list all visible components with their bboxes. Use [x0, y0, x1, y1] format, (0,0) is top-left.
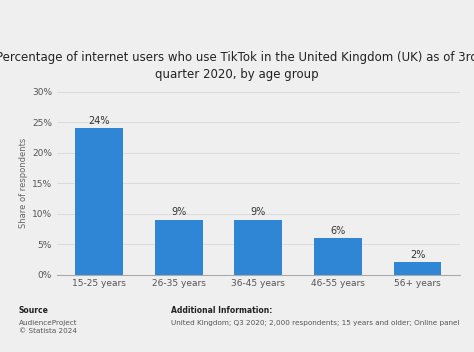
Text: 9%: 9%	[251, 207, 266, 217]
Text: AudienceProject
© Statista 2024: AudienceProject © Statista 2024	[19, 320, 78, 334]
Bar	[314, 238, 362, 275]
Bar	[155, 220, 202, 275]
Text: Percentage of internet users who use TikTok in the United Kingdom (UK) as of 3rd: Percentage of internet users who use Tik…	[0, 51, 474, 81]
Text: 6%: 6%	[330, 226, 346, 235]
Text: 9%: 9%	[171, 207, 186, 217]
Text: United Kingdom; Q3 2020; 2,000 respondents; 15 years and older; Online panel: United Kingdom; Q3 2020; 2,000 responden…	[171, 320, 459, 326]
Text: Source: Source	[19, 306, 49, 315]
Bar	[394, 262, 441, 275]
Text: 2%: 2%	[410, 250, 425, 260]
Y-axis label: Share of respondents: Share of respondents	[19, 138, 27, 228]
Text: 24%: 24%	[88, 116, 110, 126]
Text: Additional Information:: Additional Information:	[171, 306, 272, 315]
Bar	[75, 128, 123, 275]
Bar	[235, 220, 282, 275]
